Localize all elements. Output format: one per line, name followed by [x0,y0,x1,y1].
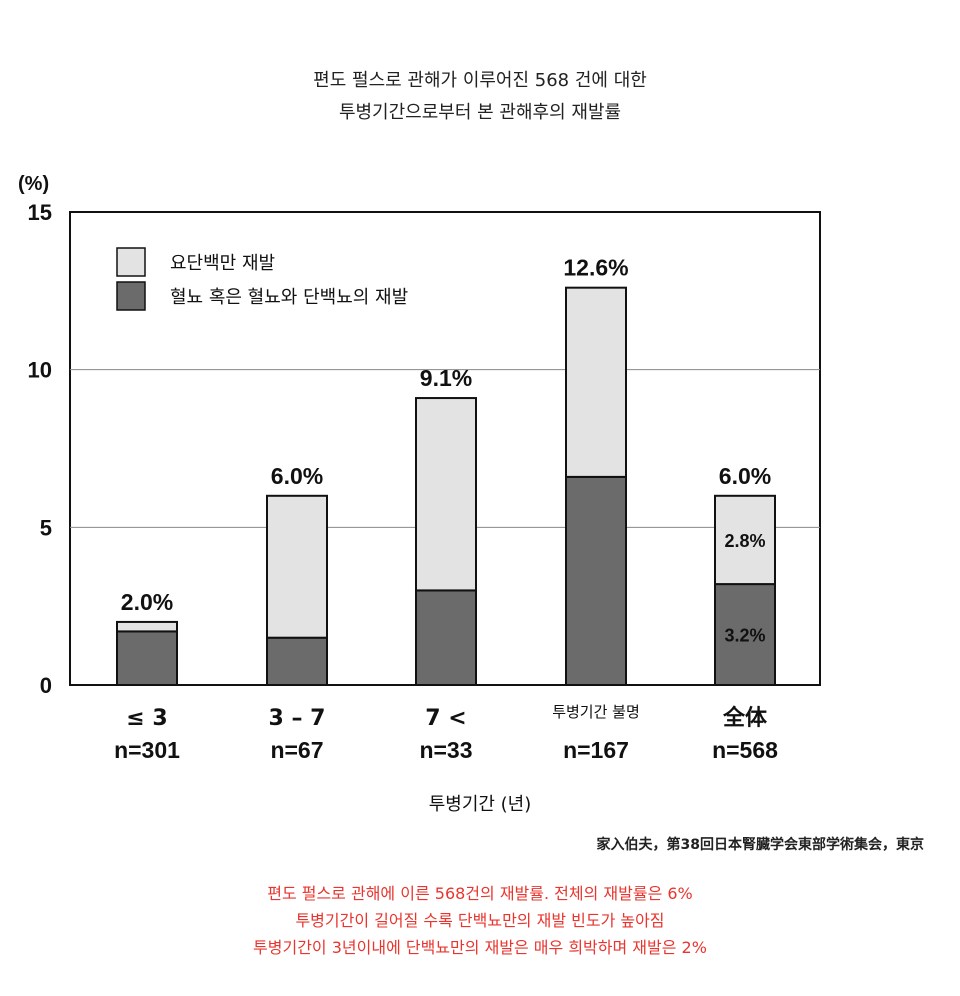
bar-total-label: 9.1% [420,365,472,391]
bar-total-label: 6.0% [719,463,771,489]
x-tick-label: ≤ 3 [126,706,167,731]
y-tick-label: 10 [28,358,52,383]
y-tick-label: 15 [28,200,52,225]
chart-title-line-2: 투병기간으로부터 본 관해후의 재발률 [338,102,622,123]
x-tick-n-label: n=568 [712,737,778,763]
y-tick-label: 5 [40,515,52,540]
x-tick-label: 全体 [722,705,768,731]
bar-segment [714,494,776,586]
legend-label: 요단백만 재발 [170,253,275,274]
x-tick-label: 3 – 7 [269,706,326,731]
stacked-bar-chart: 0 5 10 15 (%) 2.0% ≤ 3 n=301 6.0% 3 – 7 n=67 9.1% 7 … [18,173,821,763]
x-tick-n-label: n=301 [114,737,180,763]
x-axis-title: 투병기간 (년) [428,794,532,815]
bar-segment [565,475,627,686]
bar-segment [266,494,328,639]
bar-segment [415,589,477,687]
note-line-3: 투병기간이 3년이내에 단백뇨만의 재발은 매우 희박하며 재발은 2% [253,938,707,957]
x-tick-label: 투병기간 불명 [552,703,640,721]
chart-title-line-1: 편도 펄스로 관해가 이루어진 568 건에 대한 [313,70,647,91]
segment-value-label: 3.2% [724,626,765,646]
bar-total-label: 2.0% [121,589,173,615]
x-tick-label: 7 < [425,706,466,731]
bar-segment [714,583,776,686]
bar-segment [415,397,477,592]
y-tick-label: 0 [40,673,52,698]
note-line-2: 투병기간이 길어질 수록 단백뇨만의 재발 빈도가 높아짐 [295,911,665,930]
x-tick-n-label: n=167 [563,737,629,763]
legend-swatch [116,247,146,277]
segment-value-label: 2.8% [724,531,765,551]
note-line-1: 편도 펄스로 관해에 이른 568건의 재발률. 전체의 재발률은 6% [267,884,693,903]
bar-segment [565,286,627,478]
x-tick-n-label: n=33 [419,737,472,763]
bar-total-label: 12.6% [563,255,628,281]
source-citation: 家入伯夫，第38回日本腎臓学会東部学術集会，東京 [596,837,924,853]
bar-segment [266,636,328,687]
legend-label: 혈뇨 혹은 혈뇨와 단백뇨의 재발 [170,287,408,308]
legend-swatch [116,281,146,311]
bar-total-label: 6.0% [271,463,323,489]
y-axis-unit: (%) [18,173,49,195]
bar-segment [116,630,178,686]
x-tick-n-label: n=67 [270,737,323,763]
bar-segment [116,620,178,633]
